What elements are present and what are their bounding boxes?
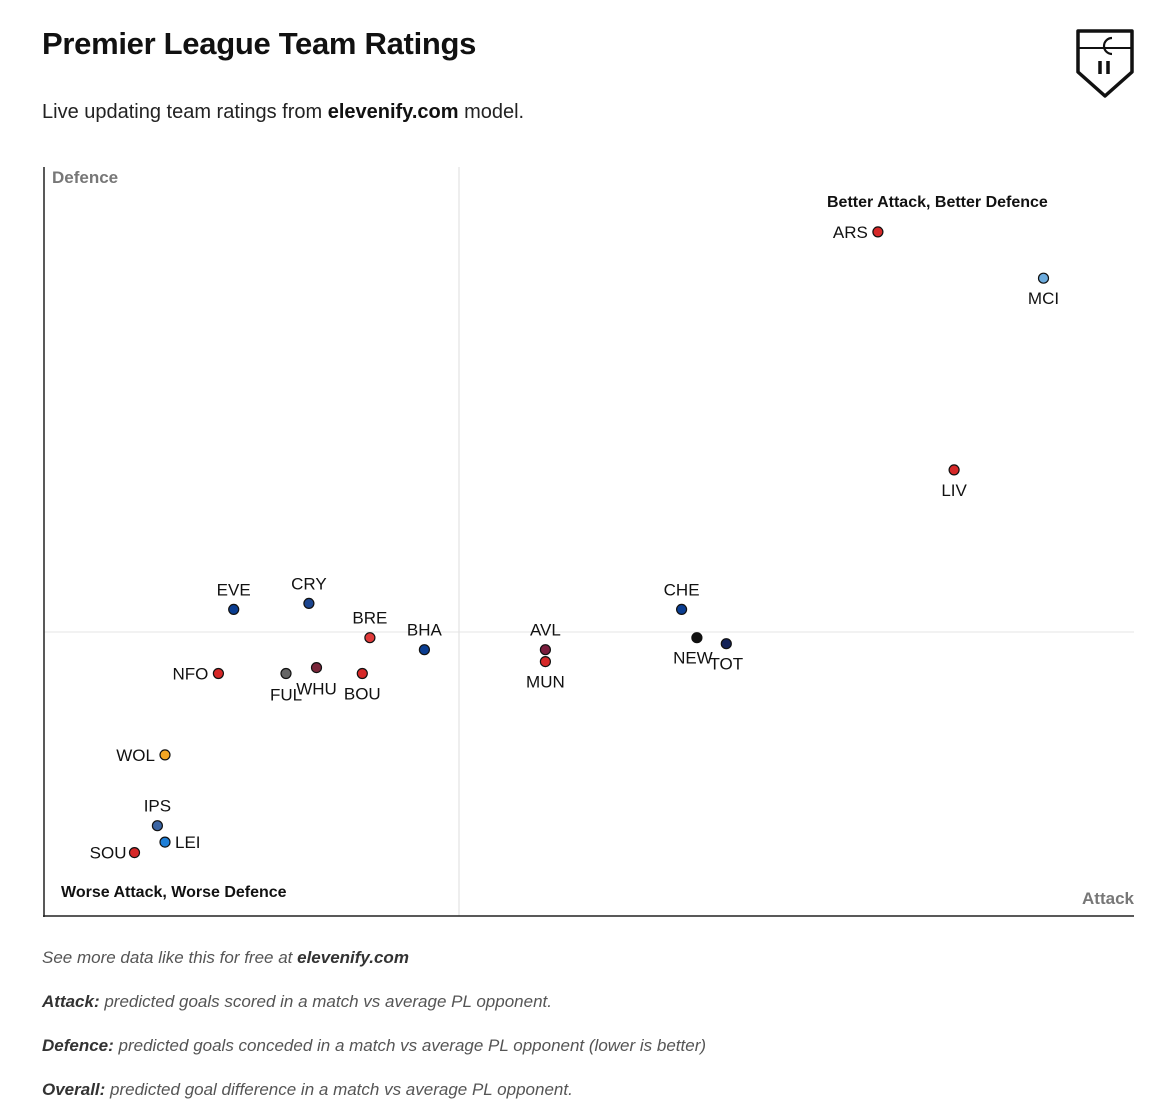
point-liv[interactable] (948, 464, 960, 476)
point-label-bre: BRE (352, 609, 387, 628)
point-label-cry: CRY (291, 574, 327, 593)
point-label-ars: ARS (833, 223, 868, 242)
point-label-whu: WHU (296, 680, 337, 699)
point-label-bou: BOU (344, 685, 381, 704)
note-defence-term: Defence: (42, 1036, 114, 1055)
note-overall-term: Overall: (42, 1080, 106, 1099)
point-label-mun: MUN (526, 673, 565, 692)
point-label-avl: AVL (530, 621, 561, 640)
scatter-chart: Defence Attack Better Attack, Better Def… (43, 167, 1135, 917)
subtitle-post: model. (458, 101, 525, 123)
note-attack-term: Attack: (42, 992, 100, 1011)
point-avl[interactable] (539, 644, 552, 656)
subtitle-pre: Live updating team ratings from (42, 101, 328, 123)
point-nfo[interactable] (212, 667, 224, 680)
point-eve[interactable] (228, 603, 240, 615)
point-bha[interactable] (418, 644, 430, 656)
point-label-lei: LEI (175, 833, 201, 852)
point-new[interactable] (691, 632, 703, 644)
point-label-ful: FUL (270, 686, 302, 705)
x-axis-label: Attack (1082, 889, 1135, 908)
point-ips[interactable] (151, 820, 163, 832)
point-label-new: NEW (673, 649, 713, 668)
point-ars[interactable] (872, 226, 884, 238)
point-label-sou: SOU (90, 844, 127, 863)
point-whu[interactable] (310, 661, 323, 674)
note-source: See more data like this for free at elev… (42, 948, 409, 968)
note-attack-text: predicted goals scored in a match vs ave… (99, 992, 552, 1011)
note-source-link[interactable]: elevenify.com (297, 948, 409, 967)
page-title: Premier League Team Ratings (42, 26, 477, 61)
point-label-ips: IPS (144, 797, 171, 816)
y-axis-label: Defence (52, 168, 118, 187)
quadrant-label-bottom-left: Worse Attack, Worse Defence (61, 884, 287, 901)
elevenify-shield-icon (1076, 29, 1134, 98)
subtitle-site-link[interactable]: elevenify.com (327, 101, 459, 123)
note-overall: Overall: predicted goal difference in a … (42, 1080, 573, 1100)
point-label-liv: LIV (941, 481, 967, 500)
point-label-che: CHE (664, 580, 700, 599)
note-source-text: See more data like this for free at (42, 948, 298, 967)
point-tot[interactable] (720, 638, 732, 650)
point-label-mci: MCI (1028, 289, 1059, 308)
quadrant-label-top-right: Better Attack, Better Defence (827, 194, 1048, 211)
note-defence: Defence: predicted goals conceded in a m… (42, 1036, 706, 1056)
note-defence-text: predicted goals conceded in a match vs a… (113, 1036, 707, 1055)
point-label-eve: EVE (217, 580, 251, 599)
point-label-bha: BHA (407, 621, 443, 640)
note-attack: Attack: predicted goals scored in a matc… (42, 992, 552, 1012)
point-label-wol: WOL (116, 746, 155, 765)
point-bre[interactable] (364, 632, 376, 644)
page-subtitle: Live updating team ratings from elevenif… (42, 101, 524, 124)
point-che[interactable] (675, 603, 688, 615)
point-mun[interactable] (539, 656, 552, 668)
point-mci[interactable] (1037, 272, 1050, 284)
point-wol[interactable] (159, 749, 171, 761)
point-label-nfo: NFO (173, 665, 209, 684)
note-overall-text: predicted goal difference in a match vs … (105, 1080, 573, 1099)
point-ful[interactable] (280, 667, 292, 680)
point-sou[interactable] (128, 846, 141, 859)
point-bou[interactable] (356, 667, 368, 680)
point-cry[interactable] (303, 597, 315, 609)
point-label-tot: TOT (709, 655, 743, 674)
point-lei[interactable] (159, 836, 171, 848)
